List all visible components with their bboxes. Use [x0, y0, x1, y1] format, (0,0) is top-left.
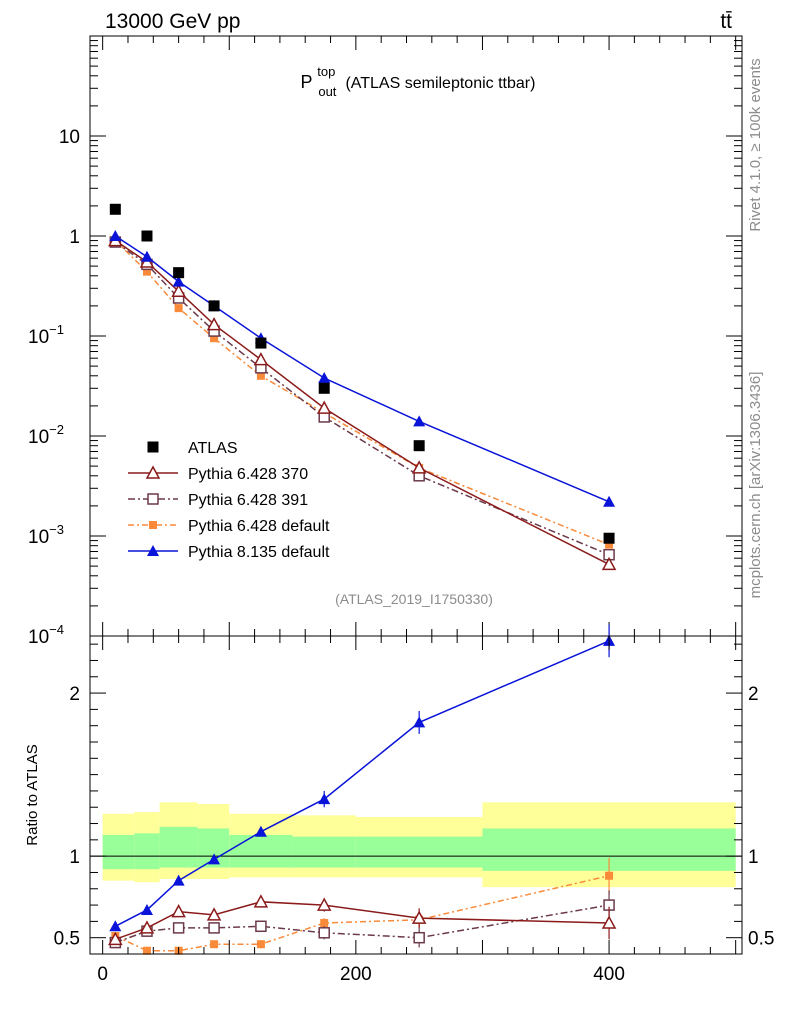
point-py6_default — [210, 334, 219, 343]
mcplots-reference-label: mcplots.cern.ch [arXiv:1306.3436] — [747, 372, 764, 599]
ratio-point-py6_default — [605, 871, 614, 880]
point-py8 — [413, 415, 426, 427]
point-py6_370 — [411, 460, 427, 474]
y-tick-label: 10−4 — [28, 622, 64, 648]
ratio-point-py6_370 — [253, 894, 269, 908]
point-py6_default — [174, 304, 183, 313]
uncertainty-band-inner — [159, 826, 198, 868]
ratio-point-py6_391 — [172, 922, 185, 934]
point-py6_370 — [253, 352, 269, 366]
y-tick-label: 10−2 — [28, 422, 64, 448]
point-py6_default — [605, 540, 614, 549]
legend-label-py6_391: Pythia 6.428 391 — [188, 492, 308, 509]
ratio-point-py6_370 — [171, 904, 186, 918]
point-py8 — [172, 275, 185, 287]
ratio-point-py6_default — [320, 919, 329, 928]
legend-label-atlas: ATLAS — [188, 440, 238, 457]
y-tick-label: 10−3 — [28, 522, 64, 548]
ratio-line-py6_370 — [115, 901, 610, 941]
point-py6_370 — [206, 317, 222, 331]
point-atlas — [109, 203, 121, 215]
ratio-point-py6_default — [256, 940, 265, 949]
legend-marker-py6_370 — [145, 465, 161, 479]
ratio-y-tick-label-left: 2 — [69, 684, 80, 705]
legend-marker-py8 — [147, 545, 159, 556]
point-py6_default — [142, 267, 151, 276]
uncertainty-band-inner — [229, 834, 293, 868]
uncertainty-band-inner — [292, 836, 356, 868]
ratio-point-py8 — [254, 825, 267, 837]
legend-label-py6_default: Pythia 6.428 default — [188, 518, 330, 535]
ratio-point-py6_391 — [318, 927, 330, 939]
point-atlas — [173, 267, 185, 279]
ratio-axis-label: Ratio to ATLAS — [24, 744, 41, 845]
ratio-y-tick-label-right: 2 — [748, 684, 759, 705]
ratio-point-py6_370 — [316, 897, 332, 911]
point-atlas — [255, 337, 267, 349]
ratio-plot-frame — [89, 635, 743, 955]
ratio-point-py6_391 — [413, 931, 425, 944]
legend-marker-py6_391 — [147, 493, 159, 505]
point-py8 — [140, 250, 153, 262]
y-tick-label: 1 — [69, 227, 80, 248]
legend-label-py8: Pythia 8.135 default — [188, 544, 330, 561]
ratio-point-py6_370 — [601, 915, 617, 929]
rivet-version-label: Rivet 4.1.0, ≥ 100k events — [747, 58, 764, 231]
x-tick-label: 0 — [97, 964, 108, 985]
legend-marker-atlas — [147, 441, 159, 453]
legend-label-py6_370: Pythia 6.428 370 — [188, 466, 308, 483]
ratio-point-py8 — [318, 793, 331, 805]
legend-marker-py6_default — [149, 521, 157, 529]
x-tick-label: 400 — [593, 964, 625, 985]
ratio-point-py8 — [109, 920, 122, 932]
energy-label: 13000 GeV pp — [105, 10, 240, 33]
legend: ATLAS Pythia 6.428 370 Pythia 6.428 391 Pyt… — [128, 440, 330, 561]
ratio-line-py8 — [114, 640, 610, 927]
uncertainty-band-inner — [134, 833, 160, 870]
ratio-y-tick-label-left: 1 — [69, 847, 80, 868]
point-py6_370 — [171, 283, 186, 298]
ratio-point-py8 — [172, 874, 185, 886]
ratio-line-py6_391 — [115, 904, 610, 944]
ratio-point-py6_370 — [108, 931, 123, 946]
ratio-point-py6_370 — [139, 920, 155, 934]
ratio-point-py6_default — [142, 946, 151, 955]
ratio-line-py6_default — [115, 874, 610, 952]
ratio-point-py8 — [140, 903, 153, 915]
ratio-point-py6_370 — [206, 907, 222, 921]
ratio-plot-panel: 0.5 0.5 1 1 2 2 0 200 400 Ratio to ATLAS — [24, 624, 774, 985]
point-atlas — [318, 382, 330, 394]
x-tick-label: 200 — [340, 964, 372, 985]
y-tick-label: 10 — [59, 127, 80, 148]
ratio-point-py8 — [413, 716, 426, 728]
point-atlas — [208, 300, 220, 312]
ratio-point-py6_391 — [208, 922, 220, 934]
point-py6_default — [256, 371, 265, 380]
series-line-py8 — [114, 235, 610, 503]
ratio-y-tick-label-right: 1 — [748, 847, 759, 868]
uncertainty-band-inner — [355, 836, 483, 868]
uncertainty-band-inner — [102, 834, 135, 870]
ratio-y-tick-label-left: 0.5 — [54, 929, 80, 950]
plot-title: P top out (ATLAS semileptonic ttbar) — [301, 60, 536, 100]
main-plot-panel: 10 1 10−1 10−2 10−3 10−4 P top out (ATLAS sem… — [28, 35, 743, 648]
point-atlas — [413, 440, 425, 452]
analysis-id-label: (ATLAS_2019_I1750330) — [335, 591, 493, 607]
point-atlas — [603, 532, 615, 544]
point-py6_370 — [316, 400, 332, 414]
point-atlas — [141, 230, 153, 242]
ratio-point-py6_391 — [255, 920, 267, 933]
ratio-y-tick-label-right: 0.5 — [748, 929, 774, 950]
point-py8 — [109, 230, 122, 241]
point-py6_370 — [601, 556, 617, 571]
ratio-point-py8 — [208, 853, 221, 865]
ratio-point-py6_370 — [411, 910, 427, 924]
point-py8 — [603, 495, 616, 507]
y-tick-label: 10−1 — [28, 322, 64, 348]
process-label: tt̄ — [720, 10, 732, 33]
ratio-point-py6_default — [210, 940, 219, 949]
point-py8 — [318, 372, 331, 384]
